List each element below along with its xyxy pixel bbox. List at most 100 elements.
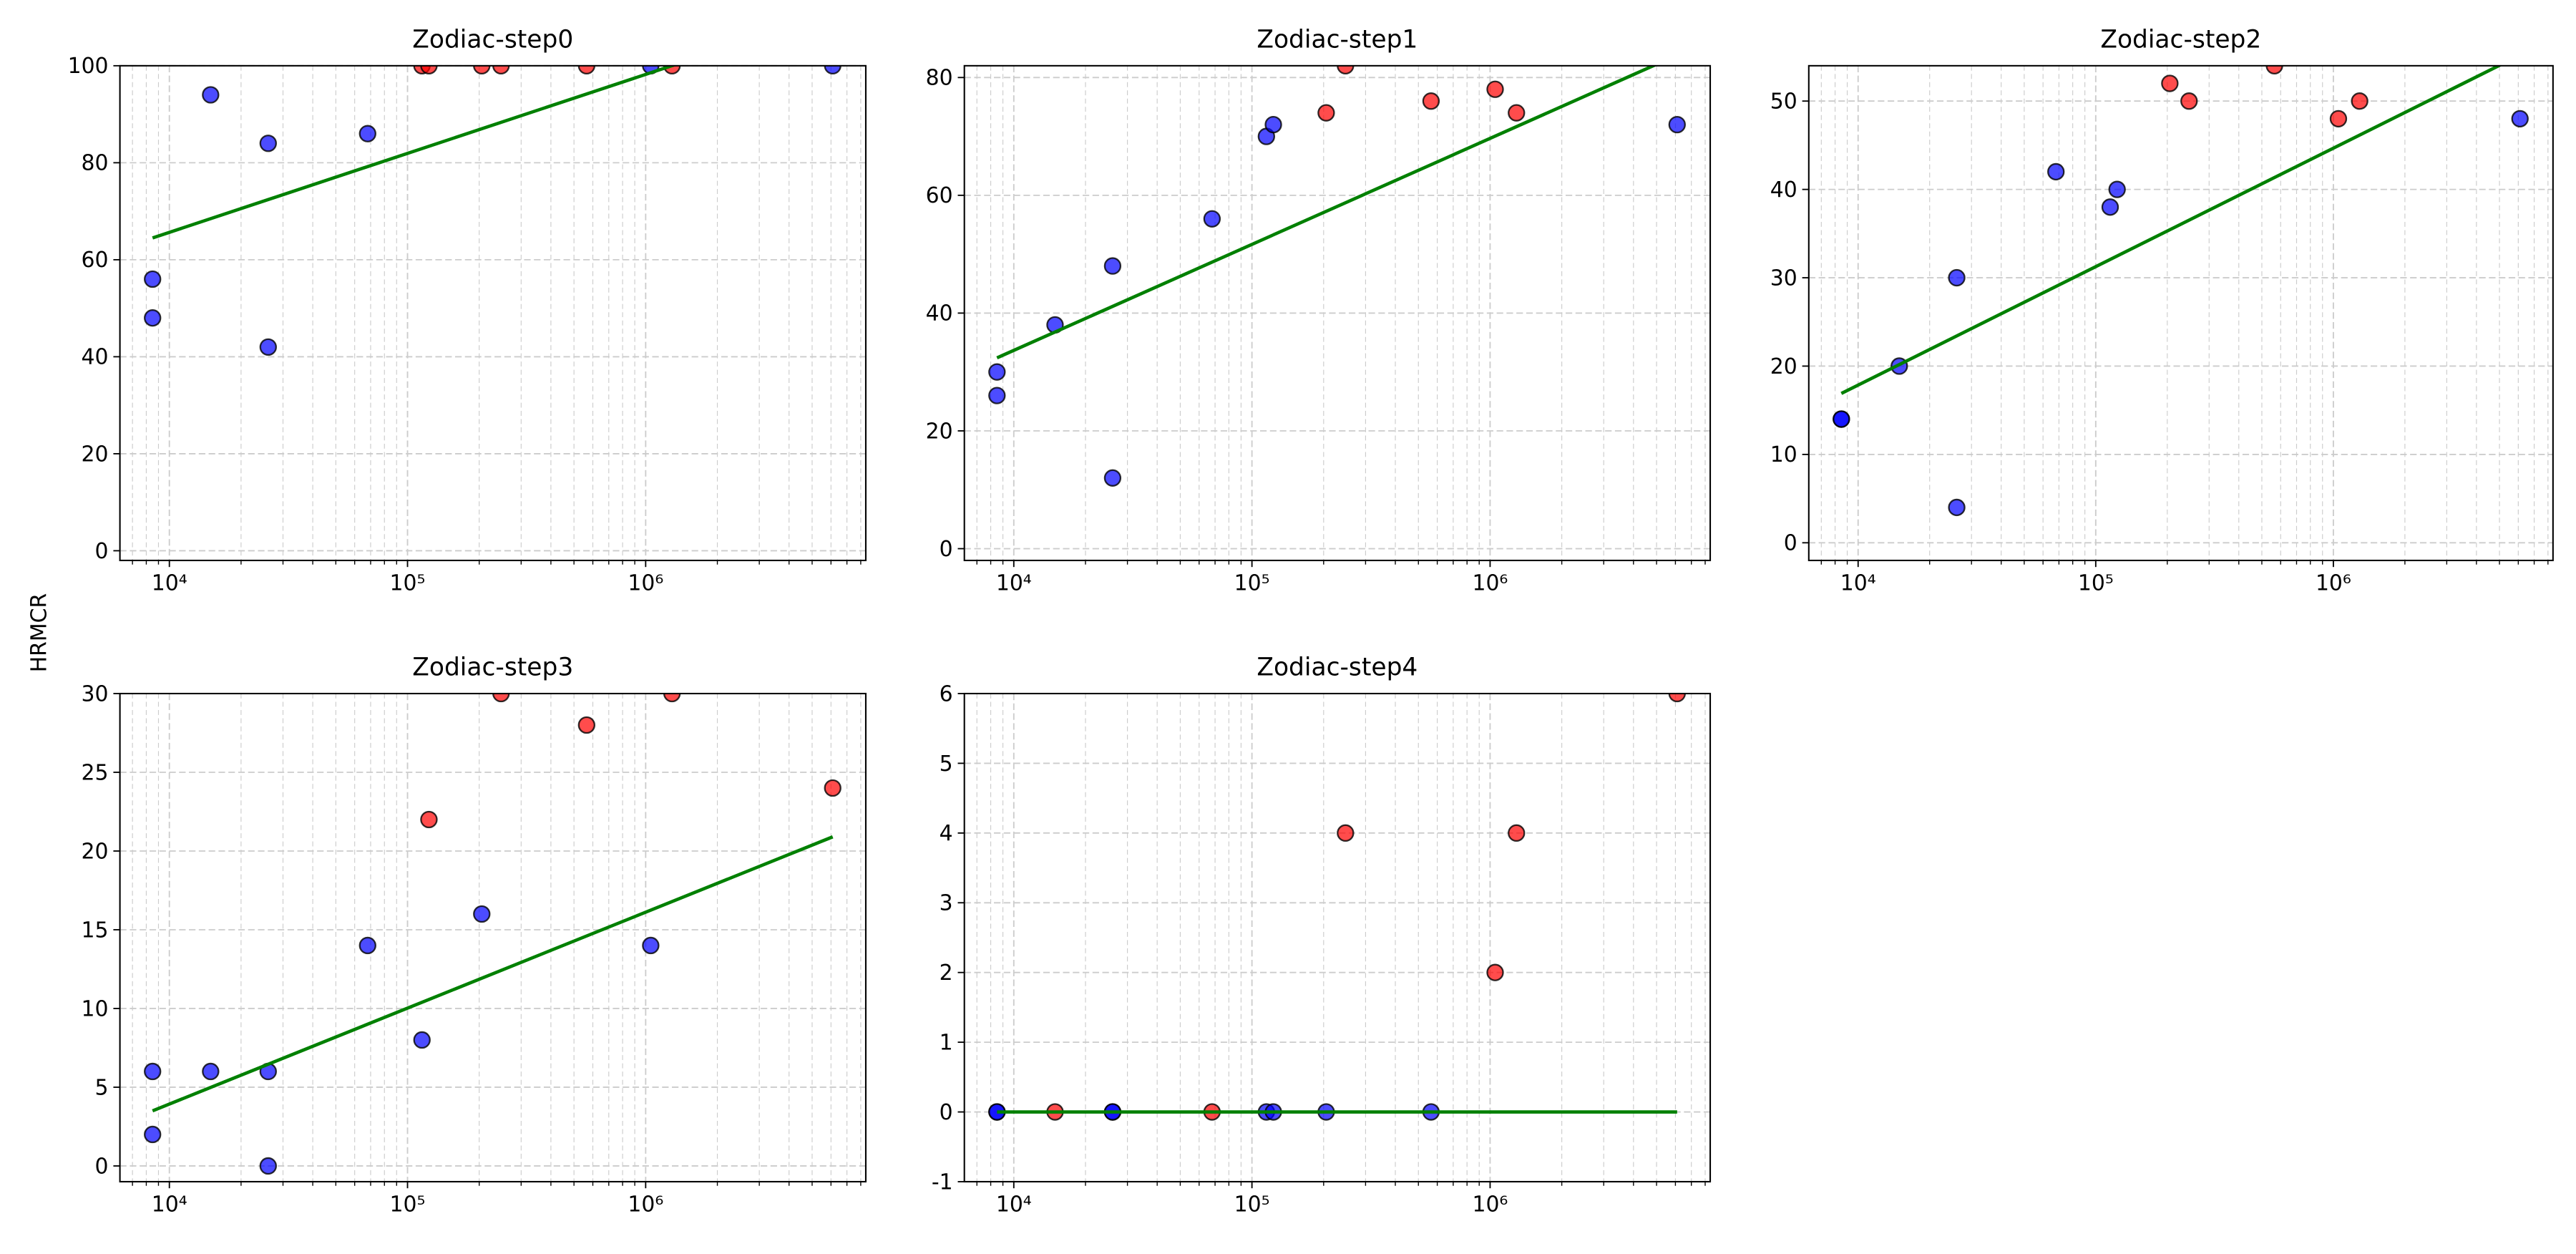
y-tick-label: 4 (940, 821, 953, 846)
y-tick-label: 2 (940, 961, 953, 986)
point (1317, 104, 1335, 122)
point (202, 86, 220, 104)
point (1948, 498, 1966, 517)
point (2511, 110, 2529, 128)
point (1264, 115, 1282, 134)
x-tick-label: 10⁶ (1472, 570, 1508, 596)
point (824, 779, 841, 797)
point (259, 1157, 277, 1175)
y-tick-label: 5 (95, 1075, 109, 1100)
y-axis-label: HRMCR (26, 593, 52, 672)
y-tick-label: 20 (82, 442, 109, 467)
point (420, 810, 438, 829)
x-tick-label: 10⁴ (152, 570, 187, 596)
y-tick-label: 80 (926, 66, 953, 91)
point (2180, 92, 2198, 110)
point (144, 1062, 162, 1081)
point (473, 905, 491, 923)
x-tick-label: 10⁴ (996, 570, 1032, 596)
subplot: Zodiac-step2 10⁴ 10⁵ 10⁶ 0 10 20 30 40 50 (1770, 26, 2554, 596)
x-tick-label: 10⁵ (2078, 570, 2114, 596)
trend-line (152, 65, 678, 240)
y-tick-label: 15 (82, 918, 109, 943)
trend-line (152, 835, 834, 1113)
y-tick-label: 30 (82, 681, 109, 706)
x-tick-label: 10⁵ (390, 1192, 426, 1217)
y-tick-label: 1 (940, 1030, 953, 1055)
point (144, 270, 162, 288)
x-tick-label: 10⁴ (1840, 570, 1876, 596)
point (1668, 115, 1686, 134)
x-tick-label: 10⁶ (2316, 570, 2351, 596)
chart-title: Zodiac-step3 (412, 653, 573, 682)
point (2047, 162, 2065, 181)
point (358, 125, 376, 142)
point (1508, 104, 1526, 122)
point (577, 716, 595, 734)
subplot: Zodiac-step1 10⁴ 10⁵ 10⁶ 0 20 40 60 80 (926, 26, 1712, 596)
point (2351, 92, 2368, 110)
y-tick-label: 0 (940, 1100, 953, 1125)
point (642, 936, 660, 955)
point (1103, 257, 1122, 275)
y-tick-label: 100 (68, 54, 109, 79)
point (2108, 180, 2126, 198)
y-tick-label: 40 (82, 345, 109, 370)
point (1103, 469, 1122, 487)
y-tick-label: 0 (940, 537, 953, 562)
subplot: Zodiac-step4 10⁴ 10⁵ 10⁶ -1 0 1 2 3 4 5 6 (932, 653, 1712, 1217)
y-tick-label: 3 (940, 891, 953, 916)
plot-area (988, 65, 1686, 487)
chart-title: Zodiac-step4 (1257, 653, 1418, 682)
point (144, 1125, 162, 1144)
point (1422, 92, 1440, 110)
point (1508, 824, 1526, 842)
point (1486, 80, 1504, 98)
point (202, 1062, 220, 1081)
y-tick-label: 20 (82, 839, 109, 864)
point (413, 1031, 431, 1049)
x-tick-label: 10⁴ (152, 1192, 187, 1217)
x-tick-label: 10⁵ (1234, 570, 1270, 596)
plot-frame (963, 692, 1712, 1183)
point (988, 387, 1006, 404)
y-tick-label: 25 (82, 760, 109, 785)
y-tick-label: 20 (1770, 354, 1797, 379)
subplot: Zodiac-step0 10⁴ 10⁵ 10⁶ 0 20 40 60 80 100 (68, 26, 867, 596)
trend-line (996, 65, 1658, 360)
plot-area (144, 65, 841, 356)
x-tick-label: 10⁶ (628, 1192, 663, 1217)
y-tick-label: 0 (95, 1154, 109, 1179)
point (2161, 74, 2179, 92)
y-tick-label: 60 (926, 183, 953, 208)
x-tick-label: 10⁵ (390, 570, 426, 596)
y-tick-label: 10 (82, 996, 109, 1021)
y-tick-label: 40 (926, 301, 953, 326)
point (259, 135, 277, 152)
point (358, 936, 376, 955)
x-tick-label: 10⁶ (1472, 1192, 1508, 1217)
point (144, 309, 162, 327)
x-tick-label: 10⁵ (1234, 1192, 1270, 1217)
plot-frame (1807, 64, 2554, 562)
point (2101, 198, 2119, 216)
point (1486, 963, 1504, 981)
y-tick-label: 6 (940, 681, 953, 706)
plot-frame (119, 692, 867, 1183)
subplot: Zodiac-step3 10⁴ 10⁵ 10⁶ 0 5 10 15 20 25 30 (82, 653, 867, 1217)
trend-line (1840, 65, 2503, 395)
plot-frame (963, 64, 1712, 562)
point (1948, 268, 1966, 287)
plot-area (144, 693, 841, 1175)
y-tick-label: 80 (82, 151, 109, 176)
point (259, 338, 277, 356)
y-tick-label: 5 (940, 752, 953, 777)
y-tick-label: -1 (932, 1170, 953, 1195)
point (988, 363, 1006, 381)
plot-area (1833, 65, 2529, 517)
y-tick-label: 10 (1770, 442, 1797, 467)
point (1833, 410, 1850, 428)
